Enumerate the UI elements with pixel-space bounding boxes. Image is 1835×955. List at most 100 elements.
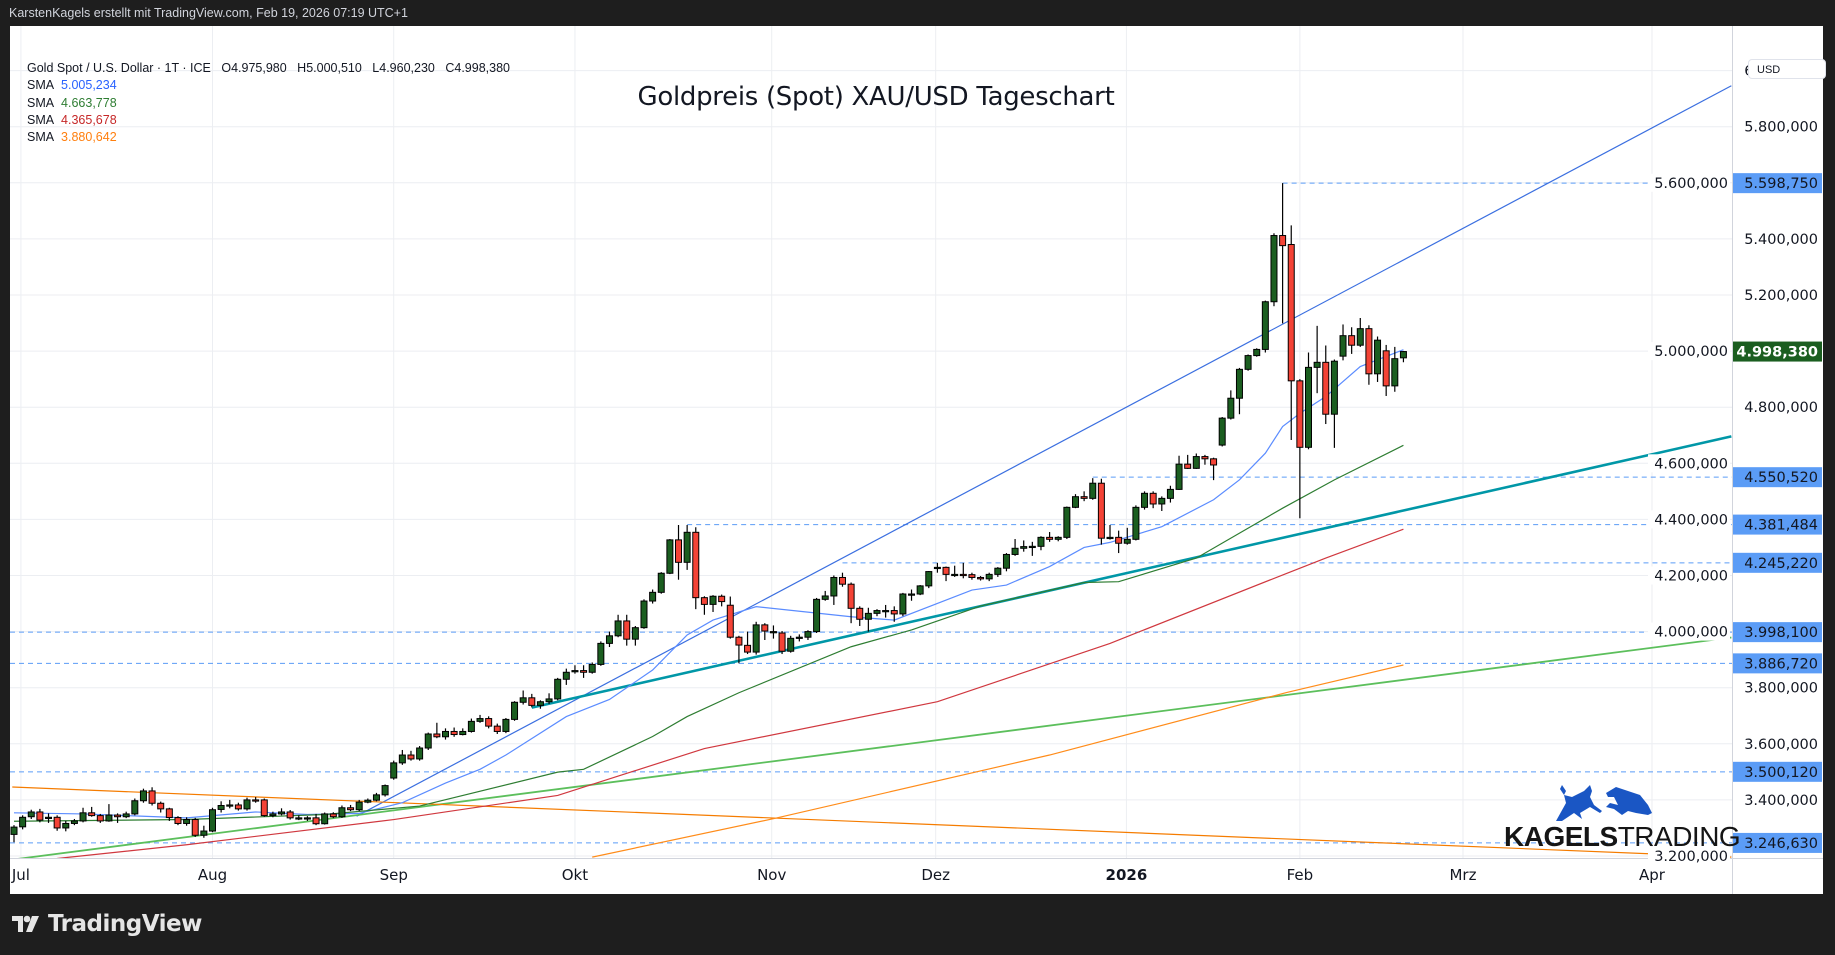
level-price-label[interactable]: 4.381,484 xyxy=(1733,514,1822,535)
candle[interactable] xyxy=(1399,350,1407,363)
candle[interactable] xyxy=(778,631,786,655)
candle[interactable] xyxy=(1011,539,1019,556)
candle[interactable] xyxy=(1063,506,1071,540)
candle[interactable] xyxy=(933,562,941,573)
candle[interactable] xyxy=(554,677,562,701)
candle[interactable] xyxy=(1046,532,1054,542)
candle[interactable] xyxy=(709,595,717,612)
candle[interactable] xyxy=(1166,485,1174,503)
candle[interactable] xyxy=(148,787,156,806)
chart-panel[interactable]: 3.200,000 3.400,000 3.600,000 3.800,000 4.00… xyxy=(10,26,1826,894)
candle[interactable] xyxy=(640,599,648,629)
trendline[interactable] xyxy=(531,435,1732,709)
candle[interactable] xyxy=(36,808,44,823)
candle[interactable] xyxy=(1382,344,1390,396)
candle[interactable] xyxy=(174,816,182,826)
candle[interactable] xyxy=(295,815,303,821)
trendline[interactable] xyxy=(356,85,1732,817)
candle[interactable] xyxy=(1071,494,1079,509)
legend-symbol[interactable]: Gold Spot / U.S. Dollar · 1T · ICE xyxy=(27,61,211,75)
candle[interactable] xyxy=(1080,491,1088,502)
candle[interactable] xyxy=(157,801,165,813)
candle[interactable] xyxy=(623,614,631,646)
candle[interactable] xyxy=(1330,359,1338,448)
candle[interactable] xyxy=(364,798,372,804)
candle[interactable] xyxy=(347,804,355,812)
candle[interactable] xyxy=(597,641,605,666)
candle[interactable] xyxy=(183,817,191,826)
candle[interactable] xyxy=(873,609,881,617)
candle[interactable] xyxy=(390,760,398,780)
candle[interactable] xyxy=(70,818,78,826)
candle[interactable] xyxy=(795,634,803,642)
candle[interactable] xyxy=(847,582,855,624)
candle[interactable] xyxy=(562,668,570,685)
candle[interactable] xyxy=(1089,478,1097,500)
trendline[interactable] xyxy=(12,636,1732,859)
candle[interactable] xyxy=(890,606,898,622)
candle[interactable] xyxy=(1037,536,1045,551)
trendline[interactable] xyxy=(12,786,1732,858)
candle[interactable] xyxy=(442,728,449,740)
candle[interactable] xyxy=(493,723,501,734)
candle[interactable] xyxy=(761,623,769,641)
candle[interactable] xyxy=(234,802,242,811)
candle[interactable] xyxy=(580,665,588,678)
candle[interactable] xyxy=(718,594,726,607)
level-price-label[interactable]: 4.245,220 xyxy=(1733,552,1822,573)
candle[interactable] xyxy=(925,571,933,589)
candle[interactable] xyxy=(1287,225,1295,441)
candle[interactable] xyxy=(27,809,35,819)
tradingview-footer-logo[interactable]: TradingView xyxy=(12,911,202,937)
level-price-label[interactable]: 3.246,630 xyxy=(1733,832,1822,853)
candle[interactable] xyxy=(511,701,519,721)
time-axis[interactable]: Jul Aug Sep Okt Nov Dez 2026 Feb Mrz Apr xyxy=(11,866,1666,884)
candle[interactable] xyxy=(735,635,743,664)
candle[interactable] xyxy=(96,813,104,823)
candle[interactable] xyxy=(381,784,389,797)
legend-sma-row[interactable]: SMA 3.880,642 xyxy=(27,129,510,146)
candle[interactable] xyxy=(424,732,432,750)
candle[interactable] xyxy=(1374,336,1382,382)
candle[interactable] xyxy=(1339,324,1347,361)
candle[interactable] xyxy=(200,825,208,838)
candle[interactable] xyxy=(1115,530,1123,554)
candle[interactable] xyxy=(1175,455,1183,490)
candle[interactable] xyxy=(53,815,61,831)
candle[interactable] xyxy=(605,631,613,648)
candle[interactable] xyxy=(1141,491,1149,510)
candle[interactable] xyxy=(10,825,18,843)
candle[interactable] xyxy=(79,807,87,823)
candle[interactable] xyxy=(752,621,760,655)
candle[interactable] xyxy=(614,614,622,638)
legend-sma-row[interactable]: SMA 5.005,234 xyxy=(27,77,510,94)
candle[interactable] xyxy=(338,805,346,818)
level-price-label[interactable]: 3.500,120 xyxy=(1733,761,1822,782)
candle[interactable] xyxy=(1322,345,1330,425)
candle[interactable] xyxy=(528,693,536,708)
price-axis[interactable]: 3.200,000 3.400,000 3.600,000 3.800,000 4.00… xyxy=(1648,64,1822,865)
candle[interactable] xyxy=(1356,318,1364,347)
candle[interactable] xyxy=(269,811,277,818)
candle[interactable] xyxy=(122,811,130,819)
candle[interactable] xyxy=(355,799,363,812)
candle[interactable] xyxy=(545,693,553,704)
level-price-label[interactable]: 4.550,520 xyxy=(1733,467,1822,488)
candlestick-chart[interactable]: 3.200,000 3.400,000 3.600,000 3.800,000 4.00… xyxy=(10,26,1823,894)
candle[interactable] xyxy=(1270,233,1278,307)
candle[interactable] xyxy=(571,665,579,674)
candle[interactable] xyxy=(416,746,424,761)
level-price-label[interactable]: 3.886,720 xyxy=(1733,653,1822,674)
candle[interactable] xyxy=(502,717,510,734)
candle[interactable] xyxy=(821,590,829,601)
candle[interactable] xyxy=(286,809,294,820)
candle[interactable] xyxy=(433,722,441,739)
candle[interactable] xyxy=(1305,352,1312,450)
candle[interactable] xyxy=(856,606,864,626)
candle[interactable] xyxy=(968,572,976,580)
candle[interactable] xyxy=(321,812,329,825)
candle[interactable] xyxy=(813,597,821,634)
candle[interactable] xyxy=(252,797,260,803)
candle[interactable] xyxy=(994,567,1002,577)
candle[interactable] xyxy=(303,816,311,821)
